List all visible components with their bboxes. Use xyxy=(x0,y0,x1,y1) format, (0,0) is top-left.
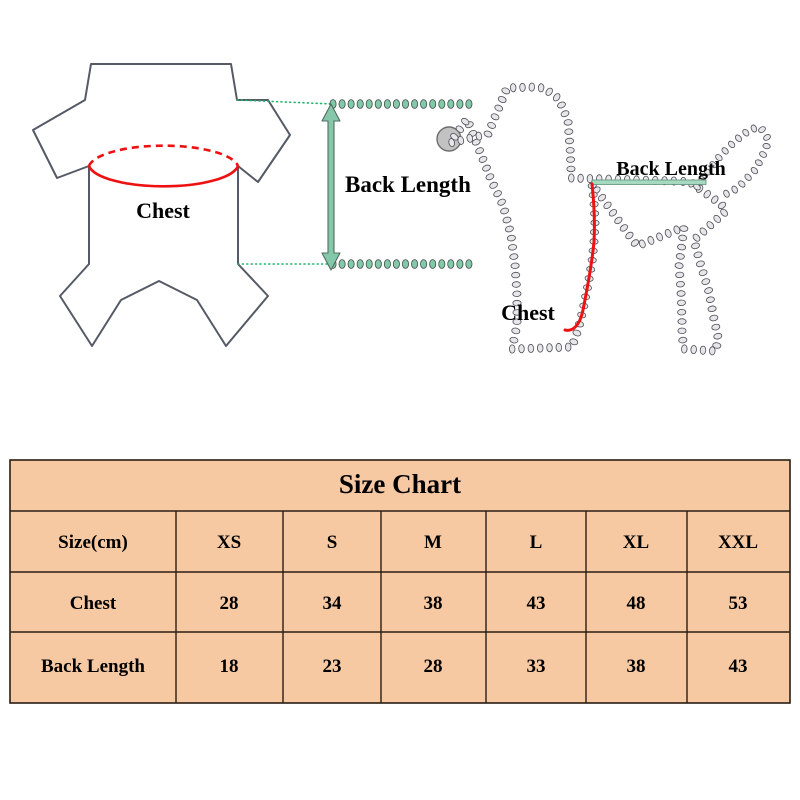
svg-text:M: M xyxy=(424,532,442,553)
svg-text:33: 33 xyxy=(527,656,546,677)
svg-text:53: 53 xyxy=(729,593,748,614)
svg-text:Back Length: Back Length xyxy=(616,158,725,180)
svg-text:Size(cm): Size(cm) xyxy=(58,532,128,553)
svg-text:L: L xyxy=(530,532,543,553)
svg-text:Size Chart: Size Chart xyxy=(339,469,461,499)
svg-text:Chest: Chest xyxy=(70,593,117,614)
svg-text:Back Length: Back Length xyxy=(345,172,471,197)
svg-text:38: 38 xyxy=(627,656,646,677)
svg-text:43: 43 xyxy=(729,656,748,677)
svg-text:Back Length: Back Length xyxy=(41,656,145,677)
svg-text:43: 43 xyxy=(527,593,546,614)
svg-text:XL: XL xyxy=(623,532,649,553)
svg-text:Chest: Chest xyxy=(501,300,555,325)
svg-text:23: 23 xyxy=(323,656,342,677)
svg-text:S: S xyxy=(327,532,338,553)
svg-text:18: 18 xyxy=(220,656,239,677)
svg-text:34: 34 xyxy=(323,593,343,614)
svg-text:48: 48 xyxy=(627,593,646,614)
svg-text:XS: XS xyxy=(217,532,241,553)
svg-text:28: 28 xyxy=(220,593,239,614)
svg-text:28: 28 xyxy=(424,656,443,677)
svg-text:Chest: Chest xyxy=(136,198,190,223)
svg-text:XXL: XXL xyxy=(718,532,758,553)
svg-text:38: 38 xyxy=(424,593,443,614)
